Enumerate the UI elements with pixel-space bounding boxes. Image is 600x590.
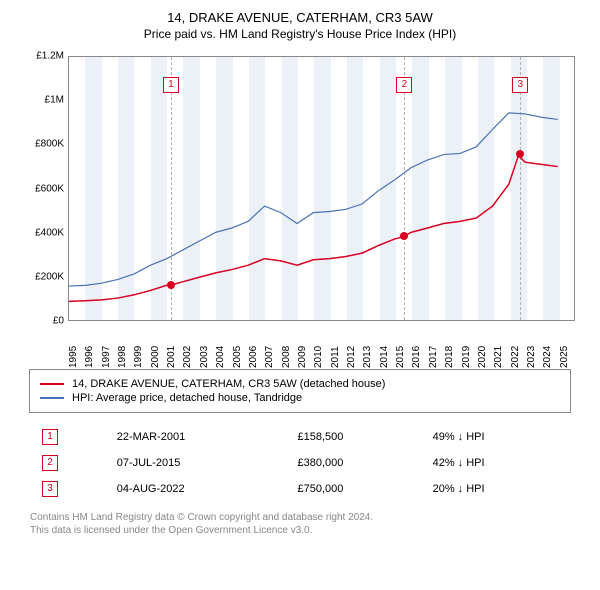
x-axis-label: 2008 bbox=[281, 338, 292, 368]
event-row: 3 04-AUG-2022£750,00020% ↓ HPI bbox=[32, 477, 568, 501]
legend-item-hpi: HPI: Average price, detached house, Tand… bbox=[40, 392, 560, 404]
price-chart: 123 £0£200K£400K£600K£800K£1M£1.2M 19951… bbox=[20, 51, 580, 361]
x-axis-label: 2023 bbox=[526, 338, 537, 368]
legend-label: HPI: Average price, detached house, Tand… bbox=[72, 392, 302, 404]
event-delta: 42% ↓ HPI bbox=[423, 451, 568, 475]
x-axis-label: 1996 bbox=[84, 338, 95, 368]
legend-item-price-paid: 14, DRAKE AVENUE, CATERHAM, CR3 5AW (det… bbox=[40, 378, 560, 390]
attribution: Contains HM Land Registry data © Crown c… bbox=[30, 511, 570, 537]
event-badge: 2 bbox=[42, 455, 58, 471]
y-axis-label: £1M bbox=[24, 95, 64, 106]
footer-line: Contains HM Land Registry data © Crown c… bbox=[30, 511, 570, 524]
x-axis-label: 2025 bbox=[559, 338, 570, 368]
event-date: 04-AUG-2022 bbox=[107, 477, 286, 501]
x-axis-label: 2018 bbox=[444, 338, 455, 368]
x-axis-label: 2010 bbox=[313, 338, 324, 368]
y-axis-label: £800K bbox=[24, 139, 64, 150]
y-axis-label: £1.2M bbox=[24, 51, 64, 62]
event-badge: 1 bbox=[42, 429, 58, 445]
y-axis-label: £0 bbox=[24, 316, 64, 327]
legend-swatch bbox=[40, 397, 64, 399]
x-axis-label: 2001 bbox=[166, 338, 177, 368]
series-price_paid bbox=[69, 156, 558, 302]
x-axis-label: 2013 bbox=[362, 338, 373, 368]
event-row: 2 07-JUL-2015£380,00042% ↓ HPI bbox=[32, 451, 568, 475]
event-date: 22-MAR-2001 bbox=[107, 425, 286, 449]
x-axis-label: 2003 bbox=[199, 338, 210, 368]
x-axis-label: 2004 bbox=[215, 338, 226, 368]
event-badge: 3 bbox=[42, 481, 58, 497]
event-date: 07-JUL-2015 bbox=[107, 451, 286, 475]
event-price: £750,000 bbox=[287, 477, 420, 501]
event-price: £380,000 bbox=[287, 451, 420, 475]
x-axis-label: 2006 bbox=[248, 338, 259, 368]
footer-line: This data is licensed under the Open Gov… bbox=[30, 524, 570, 537]
x-axis-label: 1999 bbox=[133, 338, 144, 368]
y-axis-label: £400K bbox=[24, 227, 64, 238]
event-badge: 3 bbox=[512, 77, 528, 93]
x-axis-label: 2019 bbox=[461, 338, 472, 368]
x-axis-label: 2002 bbox=[182, 338, 193, 368]
x-axis-label: 1995 bbox=[68, 338, 79, 368]
page-title: 14, DRAKE AVENUE, CATERHAM, CR3 5AW bbox=[10, 10, 590, 25]
legend-label: 14, DRAKE AVENUE, CATERHAM, CR3 5AW (det… bbox=[72, 378, 385, 390]
x-axis-label: 2022 bbox=[510, 338, 521, 368]
x-axis-label: 2015 bbox=[395, 338, 406, 368]
event-delta: 49% ↓ HPI bbox=[423, 425, 568, 449]
event-badge: 1 bbox=[163, 77, 179, 93]
x-axis-label: 2007 bbox=[264, 338, 275, 368]
x-axis-label: 1998 bbox=[117, 338, 128, 368]
x-axis-label: 2021 bbox=[493, 338, 504, 368]
legend: 14, DRAKE AVENUE, CATERHAM, CR3 5AW (det… bbox=[29, 369, 571, 413]
events-table: 1 22-MAR-2001£158,50049% ↓ HPI 2 07-JUL-201… bbox=[30, 423, 570, 503]
x-axis-label: 2016 bbox=[411, 338, 422, 368]
x-axis-label: 2020 bbox=[477, 338, 488, 368]
event-delta: 20% ↓ HPI bbox=[423, 477, 568, 501]
page-subtitle: Price paid vs. HM Land Registry's House … bbox=[10, 27, 590, 41]
legend-swatch bbox=[40, 383, 64, 385]
event-badge: 2 bbox=[396, 77, 412, 93]
y-axis-label: £600K bbox=[24, 183, 64, 194]
event-price: £158,500 bbox=[287, 425, 420, 449]
x-axis-label: 2012 bbox=[346, 338, 357, 368]
event-dot bbox=[516, 150, 524, 158]
x-axis-label: 2011 bbox=[330, 338, 341, 368]
x-axis-label: 1997 bbox=[101, 338, 112, 368]
event-row: 1 22-MAR-2001£158,50049% ↓ HPI bbox=[32, 425, 568, 449]
x-axis-label: 2017 bbox=[428, 338, 439, 368]
x-axis-label: 2024 bbox=[542, 338, 553, 368]
x-axis-label: 2014 bbox=[379, 338, 390, 368]
x-axis-label: 2000 bbox=[150, 338, 161, 368]
y-axis-label: £200K bbox=[24, 271, 64, 282]
event-dot bbox=[400, 232, 408, 240]
x-axis-label: 2005 bbox=[232, 338, 243, 368]
event-dot bbox=[167, 281, 175, 289]
x-axis-label: 2009 bbox=[297, 338, 308, 368]
plot-area: 1 2 3 bbox=[68, 56, 575, 321]
